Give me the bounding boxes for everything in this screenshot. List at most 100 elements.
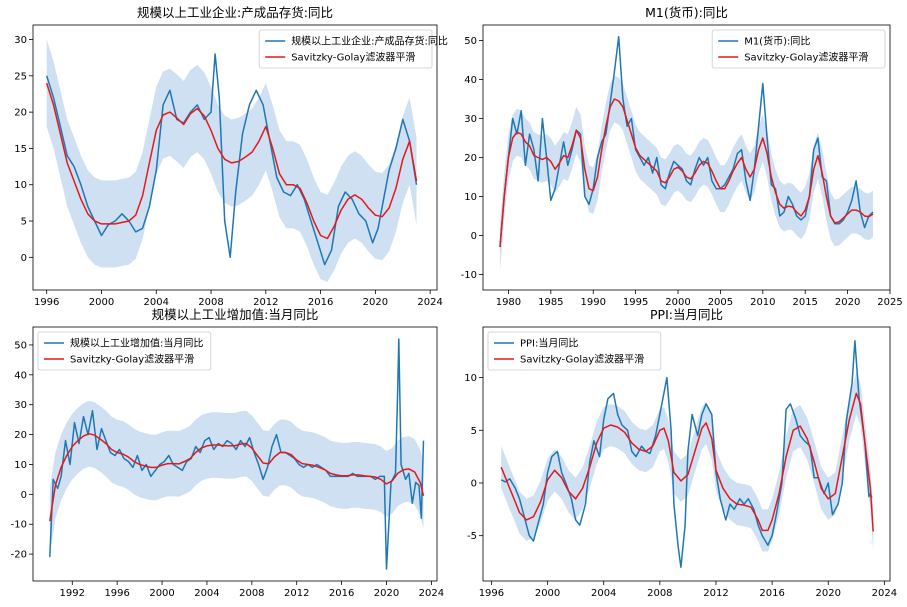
chart-panel-3: 1992 1996 2000 2004 2008 2012 2016 2020 2024 -20 -… <box>11 307 444 599</box>
y-tick-label: 10 <box>14 180 27 191</box>
confidence-band <box>49 400 424 555</box>
x-tick-label: 2012 <box>284 588 309 599</box>
legend-box <box>487 331 662 371</box>
y-tick-label: 30 <box>14 35 27 46</box>
plot-area <box>500 339 874 569</box>
legend-label: PPI:当月同比 <box>520 337 578 350</box>
plot-area <box>49 338 425 570</box>
legend-box <box>258 29 433 69</box>
legend-label: 规模以上工业增加值:当月同比 <box>70 337 203 350</box>
y-tick-label: 20 <box>14 430 27 441</box>
x-tick-label: 2008 <box>239 588 264 599</box>
y-tick-label: 0 <box>21 253 27 264</box>
x-tick-label: 2004 <box>591 588 616 599</box>
x-tick-label: 2016 <box>308 297 333 308</box>
x-tick-label: 1990 <box>581 297 606 308</box>
x-tick-label: 1995 <box>623 297 648 308</box>
x-tick-label: 2000 <box>535 588 560 599</box>
x-tick-label: 2000 <box>149 588 174 599</box>
x-tick-label: 2008 <box>647 588 672 599</box>
x-tick-label: 2024 <box>417 297 442 308</box>
x-tick-label: 2004 <box>144 297 169 308</box>
y-tick-label: 50 <box>14 340 27 351</box>
x-tick-label: 2020 <box>816 588 841 599</box>
x-tick-label: 2012 <box>253 297 278 308</box>
legend-label: Savitzky-Golay滤波器平滑 <box>291 51 415 64</box>
y-tick-label: 50 <box>464 36 477 47</box>
x-tick-label: 1980 <box>496 297 521 308</box>
x-tick-label: 1985 <box>538 297 563 308</box>
legend-label: 规模以上工业企业:产成品存货:同比 <box>291 35 448 48</box>
x-tick-label: 2000 <box>89 297 114 308</box>
x-tick-label: 2000 <box>665 297 690 308</box>
y-tick-label: 20 <box>14 108 27 119</box>
y-tick-label: 30 <box>14 400 27 411</box>
x-tick-label: 2024 <box>419 588 444 599</box>
x-tick-label: 2004 <box>194 588 219 599</box>
y-tick-label: 20 <box>464 153 477 164</box>
confidence-band <box>46 39 417 282</box>
legend-label: Savitzky-Golay滤波器平滑 <box>744 51 868 64</box>
chart-panel-1: 1996 2000 2004 2008 2012 2016 2020 2024 0 5 10 15 20… <box>14 5 448 308</box>
legend-label: M1(货币):同比 <box>744 35 810 48</box>
y-tick-label: 0 <box>21 490 27 501</box>
x-tick-label: 2020 <box>835 297 860 308</box>
legend: 规模以上工业增加值:当月同比 Savitzky-Golay滤波器平滑 <box>37 331 212 371</box>
x-tick-label: 2005 <box>708 297 733 308</box>
chart-title: PPI:当月同比 <box>650 307 723 322</box>
x-tick-label: 2008 <box>198 297 223 308</box>
y-tick-label: -10 <box>11 520 27 531</box>
axes-frame <box>482 326 891 582</box>
y-tick-label: 40 <box>464 75 477 86</box>
y-tick-label: 25 <box>14 71 27 82</box>
x-tick-label: 2025 <box>877 297 902 308</box>
x-tick-label: 2010 <box>750 297 775 308</box>
smoothed-series-line <box>499 98 874 248</box>
x-tick-label: 1996 <box>34 297 59 308</box>
chart-title: M1(货币):同比 <box>645 5 728 20</box>
x-tick-label: 1992 <box>60 588 85 599</box>
y-tick-label: -5 <box>467 531 477 542</box>
legend-label: Savitzky-Golay滤波器平滑 <box>520 353 644 366</box>
chart-title: 规模以上工业增加值:当月同比 <box>152 307 319 322</box>
y-tick-label: 10 <box>464 373 477 384</box>
chart-panel-4: 1996 2000 2004 2008 2012 2016 2020 2024 -5 0 5 10 PP… <box>464 307 897 599</box>
chart-panel-2: 1980 1985 1990 1995 2000 2005 2010 2015 2020 2025… <box>461 5 903 308</box>
confidence-band <box>500 75 873 271</box>
x-tick-label: 2024 <box>872 588 897 599</box>
legend-label: Savitzky-Golay滤波器平滑 <box>70 353 194 366</box>
legend-box <box>37 331 212 371</box>
y-tick-label: 0 <box>471 231 477 242</box>
x-tick-label: 2016 <box>329 588 354 599</box>
y-tick-label: 10 <box>464 192 477 203</box>
smoothed-series-line <box>500 392 874 532</box>
y-tick-label: 10 <box>14 460 27 471</box>
plot-area <box>45 39 418 282</box>
x-tick-label: 1996 <box>104 588 129 599</box>
y-tick-label: 15 <box>14 144 27 155</box>
x-tick-label: 1996 <box>479 588 504 599</box>
y-tick-label: 30 <box>464 114 477 125</box>
y-tick-label: -20 <box>11 550 27 561</box>
x-tick-label: 2016 <box>759 588 784 599</box>
y-tick-label: 5 <box>471 426 477 437</box>
y-tick-label: 0 <box>471 478 477 489</box>
y-tick-label: 5 <box>21 217 27 228</box>
x-tick-label: 2015 <box>792 297 817 308</box>
axes-frame <box>32 24 438 291</box>
smoothed-series-line <box>49 432 425 522</box>
raw-series-line <box>499 35 874 248</box>
x-tick-label: 2012 <box>703 588 728 599</box>
chart-title: 规模以上工业企业:产成品存货:同比 <box>137 5 333 20</box>
y-tick-label: -10 <box>461 270 477 281</box>
legend: M1(货币):同比 Savitzky-Golay滤波器平滑 <box>711 29 886 69</box>
legend: PPI:当月同比 Savitzky-Golay滤波器平滑 <box>487 331 662 371</box>
raw-series-line <box>500 339 873 569</box>
plot-area <box>499 35 874 271</box>
y-tick-label: 40 <box>14 370 27 381</box>
smoothed-series-line <box>45 82 418 240</box>
legend-box <box>711 29 886 69</box>
legend: 规模以上工业企业:产成品存货:同比 Savitzky-Golay滤波器平滑 <box>258 29 448 69</box>
axes-frame <box>32 326 438 582</box>
